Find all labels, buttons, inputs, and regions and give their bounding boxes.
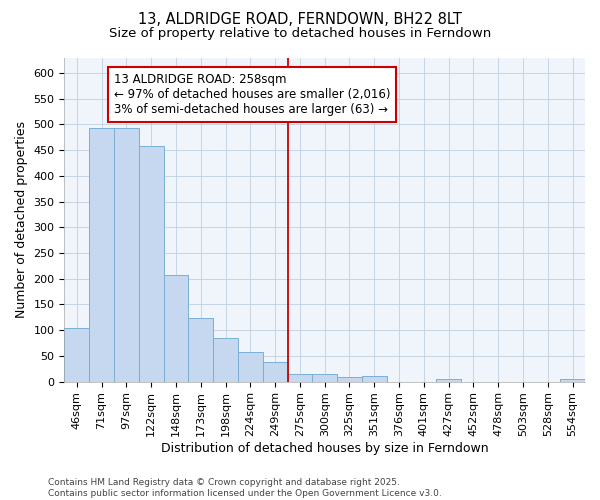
Bar bbox=[64, 328, 89, 382]
Bar bbox=[114, 128, 139, 382]
Bar bbox=[164, 274, 188, 382]
Bar bbox=[188, 318, 213, 382]
Bar bbox=[139, 146, 164, 382]
X-axis label: Distribution of detached houses by size in Ferndown: Distribution of detached houses by size … bbox=[161, 442, 488, 455]
Bar bbox=[362, 376, 386, 382]
Text: Size of property relative to detached houses in Ferndown: Size of property relative to detached ho… bbox=[109, 28, 491, 40]
Bar bbox=[560, 379, 585, 382]
Bar bbox=[287, 374, 313, 382]
Bar bbox=[238, 352, 263, 382]
Y-axis label: Number of detached properties: Number of detached properties bbox=[15, 121, 28, 318]
Text: 13 ALDRIDGE ROAD: 258sqm
← 97% of detached houses are smaller (2,016)
3% of semi: 13 ALDRIDGE ROAD: 258sqm ← 97% of detach… bbox=[114, 73, 391, 116]
Bar bbox=[337, 378, 362, 382]
Text: Contains HM Land Registry data © Crown copyright and database right 2025.
Contai: Contains HM Land Registry data © Crown c… bbox=[48, 478, 442, 498]
Text: 13, ALDRIDGE ROAD, FERNDOWN, BH22 8LT: 13, ALDRIDGE ROAD, FERNDOWN, BH22 8LT bbox=[138, 12, 462, 28]
Bar bbox=[89, 128, 114, 382]
Bar bbox=[213, 338, 238, 382]
Bar bbox=[313, 374, 337, 382]
Bar bbox=[436, 379, 461, 382]
Bar bbox=[263, 362, 287, 382]
